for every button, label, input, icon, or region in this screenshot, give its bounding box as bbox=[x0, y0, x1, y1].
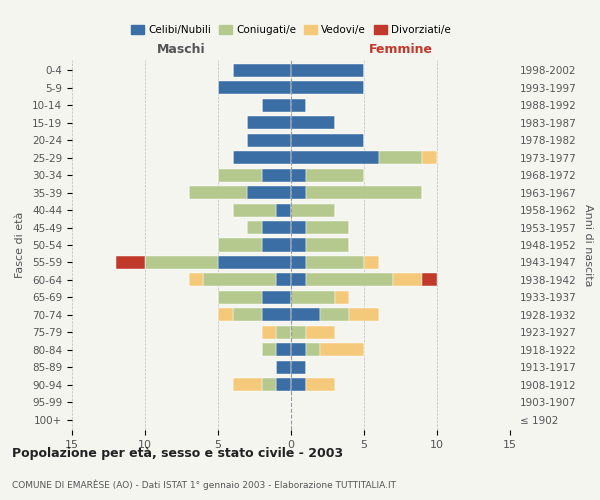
Bar bbox=[291, 238, 305, 252]
Bar bbox=[247, 221, 262, 234]
Text: COMUNE DI EMARÈSE (AO) - Dati ISTAT 1° gennaio 2003 - Elaborazione TUTTITALIA.IT: COMUNE DI EMARÈSE (AO) - Dati ISTAT 1° g… bbox=[12, 479, 396, 490]
Bar bbox=[393, 274, 422, 286]
Bar bbox=[305, 343, 320, 356]
Bar bbox=[305, 238, 349, 252]
Bar bbox=[305, 186, 422, 199]
Bar bbox=[116, 256, 145, 269]
Bar bbox=[233, 64, 291, 77]
Bar bbox=[291, 378, 305, 391]
Bar bbox=[291, 116, 335, 130]
Bar bbox=[203, 274, 277, 286]
Bar bbox=[335, 291, 349, 304]
Bar bbox=[305, 221, 349, 234]
Bar bbox=[218, 168, 262, 181]
Bar bbox=[291, 291, 335, 304]
Bar bbox=[262, 343, 277, 356]
Bar bbox=[262, 238, 291, 252]
Bar bbox=[262, 291, 291, 304]
Bar bbox=[291, 64, 364, 77]
Bar bbox=[291, 326, 305, 339]
Bar bbox=[291, 274, 305, 286]
Bar bbox=[349, 308, 379, 322]
Bar bbox=[422, 151, 437, 164]
Bar bbox=[422, 274, 437, 286]
Y-axis label: Anni di nascita: Anni di nascita bbox=[583, 204, 593, 286]
Bar bbox=[291, 168, 305, 181]
Y-axis label: Fasce di età: Fasce di età bbox=[15, 212, 25, 278]
Bar bbox=[247, 186, 291, 199]
Bar bbox=[218, 238, 262, 252]
Bar bbox=[233, 151, 291, 164]
Bar bbox=[291, 82, 364, 94]
Bar bbox=[189, 274, 203, 286]
Bar bbox=[262, 99, 291, 112]
Bar bbox=[262, 168, 291, 181]
Bar bbox=[305, 378, 335, 391]
Bar bbox=[291, 99, 305, 112]
Bar bbox=[233, 378, 262, 391]
Bar bbox=[277, 343, 291, 356]
Bar bbox=[218, 308, 233, 322]
Bar bbox=[291, 134, 364, 147]
Bar bbox=[277, 204, 291, 216]
Bar bbox=[291, 204, 335, 216]
Bar bbox=[262, 308, 291, 322]
Text: Popolazione per età, sesso e stato civile - 2003: Popolazione per età, sesso e stato civil… bbox=[12, 448, 343, 460]
Bar bbox=[291, 256, 305, 269]
Bar bbox=[218, 291, 262, 304]
Bar bbox=[277, 326, 291, 339]
Bar bbox=[218, 82, 291, 94]
Bar bbox=[305, 256, 364, 269]
Bar bbox=[291, 308, 320, 322]
Bar bbox=[364, 256, 379, 269]
Bar bbox=[305, 326, 335, 339]
Bar bbox=[262, 326, 277, 339]
Text: Femmine: Femmine bbox=[368, 44, 433, 57]
Bar bbox=[277, 274, 291, 286]
Bar bbox=[262, 378, 277, 391]
Bar bbox=[291, 151, 379, 164]
Bar bbox=[291, 221, 305, 234]
Bar bbox=[233, 204, 277, 216]
Bar bbox=[218, 256, 291, 269]
Bar bbox=[305, 274, 393, 286]
Bar bbox=[262, 221, 291, 234]
Bar bbox=[233, 308, 262, 322]
Bar bbox=[277, 360, 291, 374]
Bar bbox=[291, 186, 305, 199]
Bar bbox=[379, 151, 422, 164]
Bar bbox=[247, 116, 291, 130]
Bar bbox=[247, 134, 291, 147]
Bar bbox=[320, 308, 349, 322]
Bar bbox=[189, 186, 247, 199]
Bar bbox=[320, 343, 364, 356]
Bar bbox=[305, 168, 364, 181]
Bar bbox=[277, 378, 291, 391]
Bar bbox=[291, 360, 305, 374]
Legend: Celibi/Nubili, Coniugati/e, Vedovi/e, Divorziati/e: Celibi/Nubili, Coniugati/e, Vedovi/e, Di… bbox=[127, 21, 455, 39]
Bar bbox=[145, 256, 218, 269]
Text: Maschi: Maschi bbox=[157, 44, 206, 57]
Bar bbox=[291, 343, 305, 356]
